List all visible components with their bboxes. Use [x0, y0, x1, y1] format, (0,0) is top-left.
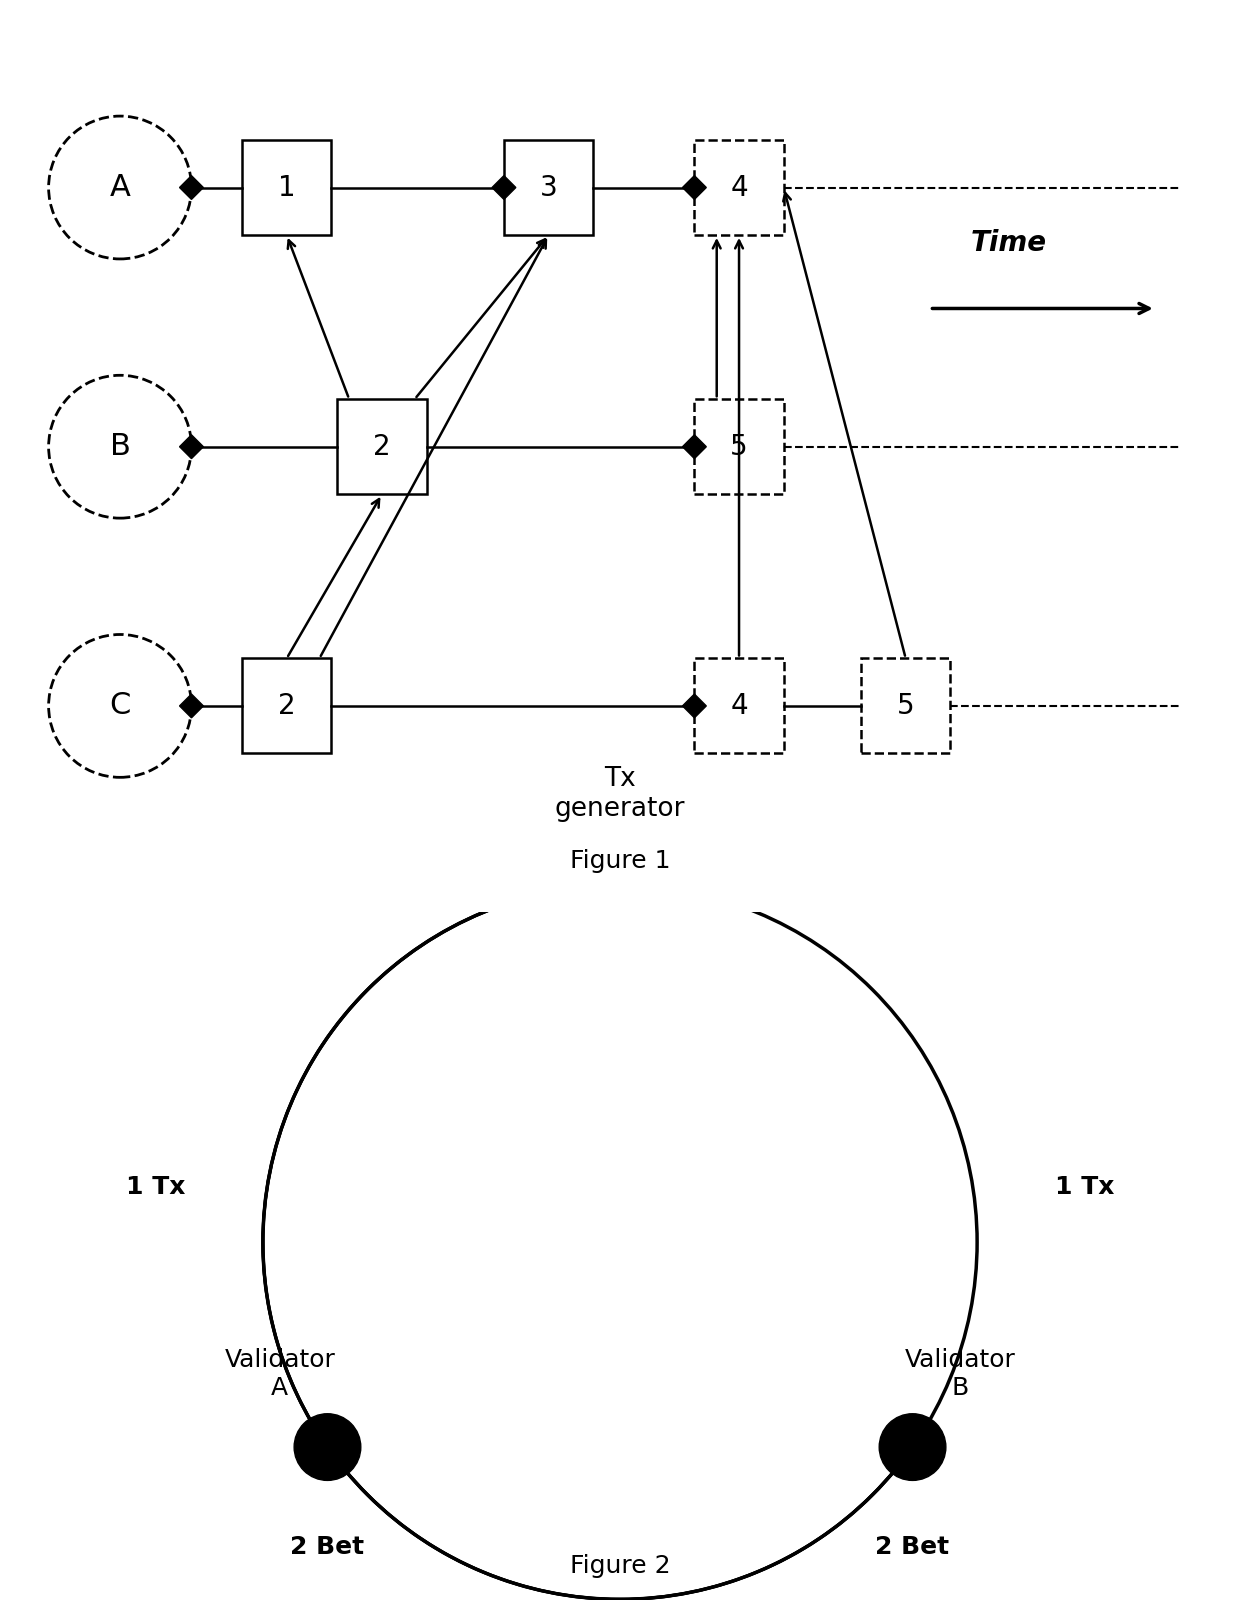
Text: 5: 5	[897, 691, 915, 720]
Text: 1 Tx: 1 Tx	[126, 1174, 186, 1200]
Text: 1: 1	[278, 173, 295, 202]
Bar	[694, 400, 784, 494]
Bar	[861, 659, 950, 754]
Text: Validator
B: Validator B	[905, 1349, 1016, 1400]
Text: 2 Bet: 2 Bet	[875, 1536, 950, 1560]
Text: 2 Bet: 2 Bet	[290, 1536, 365, 1560]
Text: Time: Time	[971, 229, 1048, 256]
Polygon shape	[682, 694, 707, 718]
Bar	[694, 141, 784, 235]
Text: 2: 2	[373, 432, 391, 461]
Bar	[242, 141, 331, 235]
Polygon shape	[682, 435, 707, 459]
Text: 3: 3	[539, 173, 558, 202]
Bar	[503, 141, 593, 235]
Text: A: A	[109, 173, 130, 202]
Bar	[337, 400, 427, 494]
Text: 2: 2	[278, 691, 295, 720]
Polygon shape	[599, 864, 641, 907]
Text: 5: 5	[730, 432, 748, 461]
Text: Validator
A: Validator A	[224, 1349, 335, 1400]
Polygon shape	[180, 176, 203, 200]
Polygon shape	[180, 435, 203, 459]
Ellipse shape	[879, 1414, 946, 1480]
Bar	[242, 659, 331, 754]
Text: Figure 2: Figure 2	[569, 1554, 671, 1578]
Ellipse shape	[294, 1414, 361, 1480]
Text: Tx
generator: Tx generator	[554, 766, 686, 822]
Text: B: B	[109, 432, 130, 461]
Polygon shape	[492, 176, 516, 200]
Text: 4: 4	[730, 691, 748, 720]
Text: Figure 1: Figure 1	[569, 850, 671, 874]
Polygon shape	[180, 694, 203, 718]
Text: C: C	[109, 691, 130, 720]
Text: 1 Tx: 1 Tx	[1054, 1174, 1114, 1200]
Bar	[694, 659, 784, 754]
Polygon shape	[682, 176, 707, 200]
Text: 4: 4	[730, 173, 748, 202]
